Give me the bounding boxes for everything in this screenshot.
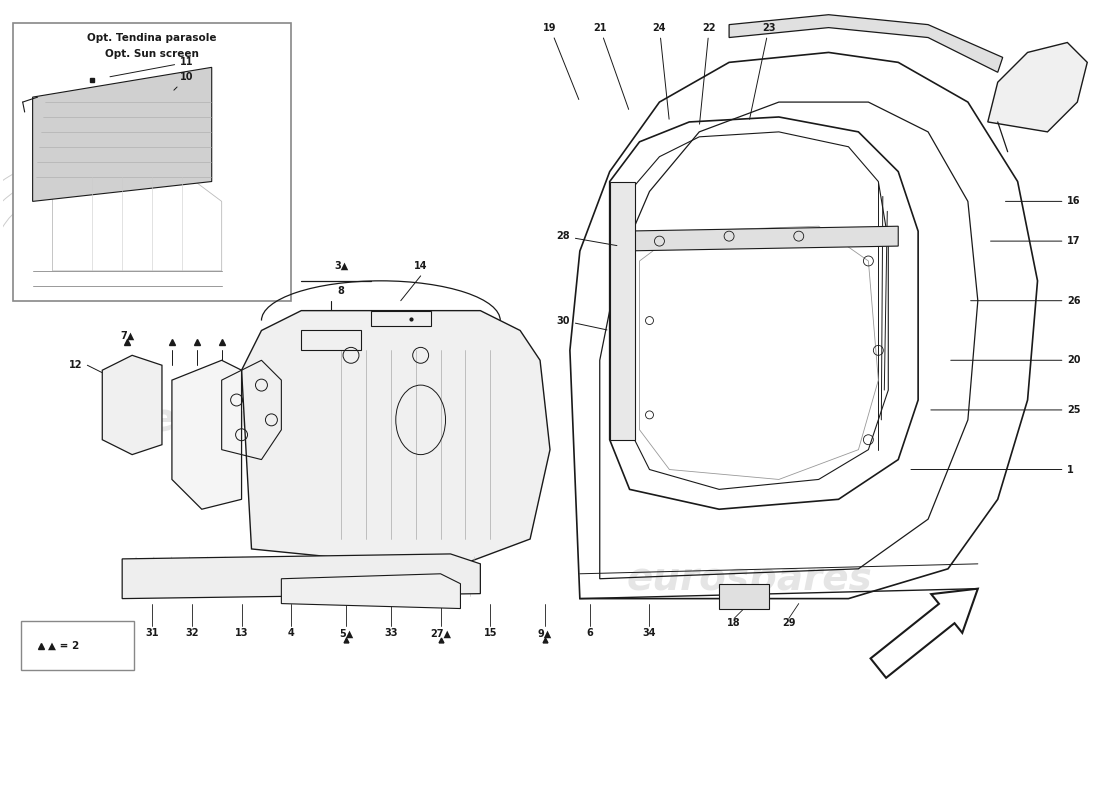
Text: 23: 23 [749, 22, 775, 119]
Text: 18: 18 [727, 618, 741, 629]
Text: 7▲: 7▲ [120, 330, 134, 341]
Text: 20: 20 [950, 355, 1081, 366]
Text: 28: 28 [557, 231, 617, 246]
FancyArrow shape [870, 589, 978, 678]
Text: 6: 6 [586, 628, 593, 638]
Text: eurospares: eurospares [626, 560, 872, 598]
Polygon shape [729, 14, 1003, 72]
Text: 24: 24 [652, 22, 669, 119]
Text: 9▲: 9▲ [538, 628, 552, 638]
Text: 19: 19 [543, 22, 579, 99]
Text: 31: 31 [145, 628, 158, 638]
Text: 34: 34 [642, 628, 657, 638]
Text: 15: 15 [484, 628, 497, 638]
FancyBboxPatch shape [13, 22, 292, 301]
Text: 26: 26 [970, 296, 1081, 306]
Text: 29: 29 [782, 618, 795, 629]
Polygon shape [609, 182, 635, 440]
Text: 1: 1 [911, 465, 1074, 474]
Text: 25: 25 [931, 405, 1081, 415]
Polygon shape [33, 67, 211, 202]
Polygon shape [619, 226, 899, 251]
Text: 22: 22 [700, 22, 716, 124]
Text: 32: 32 [185, 628, 199, 638]
Text: 13: 13 [234, 628, 249, 638]
Polygon shape [282, 574, 461, 609]
Text: 5▲: 5▲ [339, 628, 353, 638]
Text: 12: 12 [69, 360, 82, 370]
Text: 3▲: 3▲ [334, 261, 349, 271]
Text: 21: 21 [593, 22, 629, 110]
Text: Opt. Tendina parasole: Opt. Tendina parasole [87, 33, 217, 42]
Text: Opt. Sun screen: Opt. Sun screen [106, 50, 199, 59]
Text: 4: 4 [288, 628, 295, 638]
Text: 16: 16 [1005, 196, 1081, 206]
Polygon shape [242, 310, 550, 569]
Polygon shape [719, 584, 769, 609]
Text: 11: 11 [110, 58, 194, 77]
Polygon shape [172, 360, 242, 510]
Text: 30: 30 [557, 315, 607, 330]
Polygon shape [122, 554, 481, 598]
Text: 8: 8 [338, 286, 344, 296]
Polygon shape [988, 42, 1087, 132]
Text: eurospares: eurospares [148, 401, 394, 439]
Text: 10: 10 [174, 72, 194, 90]
Text: ▲ = 2: ▲ = 2 [47, 641, 79, 650]
Text: 27▲: 27▲ [430, 628, 451, 638]
Text: 33: 33 [384, 628, 397, 638]
Text: 14: 14 [414, 261, 428, 271]
FancyBboxPatch shape [21, 622, 134, 670]
Text: 17: 17 [991, 236, 1081, 246]
Polygon shape [102, 355, 162, 454]
